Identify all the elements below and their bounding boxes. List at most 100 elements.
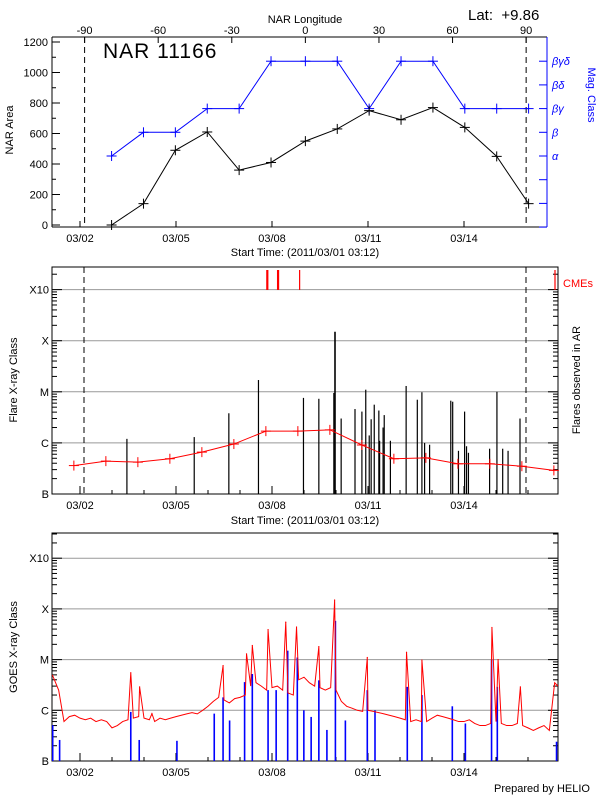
- class-tick-label: C: [41, 438, 49, 450]
- long-channel-peak: [222, 665, 224, 667]
- goes-series-group: [52, 599, 558, 761]
- longitude-tick-label: 30: [373, 25, 385, 37]
- date-tick-label: 03/05: [162, 767, 190, 779]
- mag-class-point: [491, 103, 502, 114]
- area-tick-label: 1200: [24, 37, 48, 49]
- mag-class-point: [106, 151, 117, 161]
- latitude-label: Lat: +9.86: [468, 7, 539, 24]
- class-tick-label: X10: [29, 285, 49, 297]
- mag-class-tick-label: βδ: [551, 80, 565, 92]
- cmes-label: CMEs: [563, 278, 593, 290]
- nar-area-point: [364, 105, 375, 116]
- long-channel-peak: [251, 644, 253, 647]
- longitude-tick-label: -30: [224, 25, 240, 37]
- mag-class-tick-label: βγδ: [551, 56, 571, 68]
- nar-area-point: [234, 165, 245, 176]
- area-tick-label: 200: [30, 190, 48, 202]
- daily-average-line: [73, 429, 554, 471]
- longitude-tick-label: -90: [77, 25, 93, 37]
- prepared-by-footer: Prepared by HELIO: [494, 783, 590, 795]
- long-channel-peak: [366, 656, 368, 659]
- date-tick-label: 03/14: [450, 500, 478, 512]
- plot-frame: [51, 266, 559, 495]
- date-tick-label: 03/11: [355, 233, 382, 245]
- class-tick-label: M: [40, 387, 49, 399]
- start-time-label-2: Start Time: (2011/03/01 03:12): [231, 515, 379, 527]
- long-channel-peak: [519, 686, 521, 688]
- long-channel-peak: [497, 659, 499, 661]
- daily-average-point: [324, 424, 335, 435]
- goes-xray-panel: GOES X-ray Class Prepared by HELIO B C M X X…: [8, 532, 590, 795]
- nar-area-point: [106, 220, 117, 230]
- mag-class-point: [234, 103, 245, 114]
- daily-average-point: [164, 453, 175, 464]
- date-tick-label: 03/14: [450, 233, 478, 245]
- long-channel-peak: [245, 653, 248, 655]
- area-tick-label: 800: [30, 98, 48, 110]
- class-tick-label: X: [42, 336, 50, 348]
- nar-area-panel: Lat: +9.86 NAR Longitude NAR 11166 NAR A…: [4, 7, 597, 259]
- daily-average-point: [68, 460, 79, 471]
- goes-class-axis-title: GOES X-ray Class: [8, 601, 20, 693]
- mag-class-point: [170, 127, 181, 138]
- long-channel-peak: [267, 629, 269, 631]
- area-tick-label: 0: [42, 220, 48, 232]
- mag-class-point: [202, 103, 213, 114]
- long-channel-peak: [139, 686, 141, 688]
- mag-class-point: [266, 56, 277, 67]
- mag-class-point: [332, 56, 343, 67]
- date-tick-label: 03/08: [258, 767, 286, 779]
- mag-class-point: [523, 103, 534, 114]
- nar-area-point: [523, 198, 534, 209]
- daily-average-point: [420, 452, 431, 463]
- long-channel-line: [52, 599, 558, 732]
- mag-class-point: [427, 56, 438, 67]
- long-channel-peak: [405, 651, 408, 653]
- long-channel-peak: [334, 599, 336, 601]
- plot-frame: [51, 532, 559, 762]
- class-tick-label: X: [42, 604, 50, 616]
- daily-average-point: [516, 461, 527, 472]
- daily-average-point: [228, 439, 239, 450]
- mag-class-line: [111, 60, 529, 157]
- long-channel-peak: [151, 713, 153, 715]
- longitude-tick-label: -60: [150, 25, 166, 37]
- long-channel-peak: [285, 621, 287, 623]
- daily-average-point: [100, 456, 111, 467]
- mag-class-tick-label: β: [551, 127, 559, 139]
- daily-average-point: [452, 458, 463, 469]
- longitude-tick-label: 90: [520, 25, 532, 37]
- long-channel-peak: [491, 626, 493, 629]
- nar-area-point: [427, 102, 438, 113]
- nar-area-point: [138, 198, 149, 209]
- date-tick-label: 03/08: [258, 233, 286, 245]
- daily-average-point: [548, 465, 559, 476]
- date-tick-label: 03/05: [162, 500, 190, 512]
- area-tick-label: 1000: [24, 68, 48, 80]
- region-title: NAR 11166: [103, 40, 217, 63]
- nar-area-point: [332, 123, 343, 134]
- mag-class-tick-label: α: [552, 151, 559, 163]
- long-channel-peak: [318, 646, 320, 648]
- nar-area-point: [170, 145, 181, 156]
- nar-area-line: [111, 107, 530, 226]
- long-channel-peak: [130, 672, 132, 674]
- mag-class-tick-label: βγ: [551, 104, 565, 116]
- daily-average-point: [260, 426, 271, 437]
- class-tick-label: B: [42, 756, 49, 768]
- longitude-tick-label: 60: [446, 25, 458, 37]
- date-tick-label: 03/02: [66, 233, 94, 245]
- daily-average-point: [292, 426, 303, 437]
- long-channel-peak: [295, 626, 298, 628]
- mag-class-point: [300, 56, 311, 67]
- flares-observed-axis-title: Flares observed in AR: [571, 326, 583, 434]
- daily-average-point: [196, 447, 207, 458]
- class-tick-label: C: [41, 705, 49, 717]
- mag-class-point: [396, 56, 407, 67]
- class-tick-label: B: [42, 489, 49, 501]
- date-tick-label: 03/02: [66, 500, 94, 512]
- longitude-tick-label: 0: [302, 25, 308, 37]
- mag-class-point: [459, 103, 470, 114]
